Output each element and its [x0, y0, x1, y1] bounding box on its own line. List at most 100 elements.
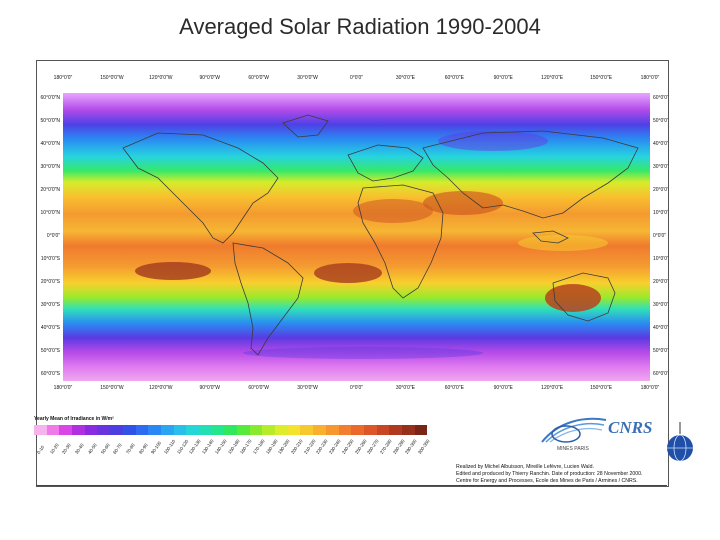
longitude-label: 150°0'0"W: [100, 385, 124, 391]
longitude-label: 60°0'0"E: [445, 75, 465, 81]
asia-outline: [422, 130, 639, 219]
mines-paris-wordmark: MINES PARIS: [557, 446, 589, 452]
legend-swatch: [237, 425, 250, 435]
latitude-label: 0°0'0": [47, 233, 60, 239]
longitude-labels-bottom: 180°0'0" 150°0'0"W 120°0'0"W 90°0'0"W 60°0'0…: [54, 385, 660, 391]
legend-swatch: [224, 425, 237, 435]
legend-swatch: [275, 425, 288, 435]
legend-swatch: [122, 425, 136, 435]
legend-swatch: [287, 425, 301, 435]
longitude-label: 150°0'0"E: [590, 75, 613, 81]
legend-range-label: 220-230: [315, 438, 329, 455]
legend-swatch: [110, 425, 123, 435]
legend-range-label: 170-180: [251, 438, 266, 455]
legend-range-label: 20-30: [61, 442, 73, 455]
longitude-label: 60°0'0"E: [445, 385, 465, 391]
africa-outline: [357, 184, 444, 299]
latitude-label: 20°0'0"S: [653, 279, 668, 285]
hotspot-pacific-east: [135, 262, 211, 280]
latitude-label: 40°0'0"N: [41, 141, 61, 147]
legend-swatch: [351, 425, 364, 435]
legend-swatch: [313, 425, 326, 435]
coastlines: [122, 114, 639, 356]
legend-title: Yearly Mean of Irradiance in W/m²: [34, 416, 114, 422]
legend-range-label: 30-40: [74, 442, 85, 455]
legend-range-label: 270-280: [378, 438, 393, 455]
latitude-label: 30°0'0"N: [41, 164, 61, 170]
credits-authors: Realized by Michel Albuisson, Mireille L…: [456, 464, 594, 470]
legend-range-label: 300-350: [417, 438, 431, 455]
legend-swatch: [34, 425, 47, 435]
legend-swatch: [389, 425, 402, 435]
latitude-label: 10°0'0"N: [41, 210, 61, 216]
legend-range-label: 200-210: [290, 438, 304, 455]
latitude-label: 50°0'0"S: [653, 348, 668, 354]
legend-swatch: [97, 425, 111, 435]
map-figure: 180°0'0" 150°0'0"W 120°0'0"W 90°0'0"W 60°0'0…: [41, 75, 668, 391]
longitude-label: 90°0'0"W: [199, 385, 220, 391]
legend-range-label: 80-90: [137, 442, 149, 455]
greenland-outline: [282, 114, 329, 138]
longitude-label: 180°0'0": [54, 385, 73, 391]
latitude-label: 10°0'0"N: [653, 210, 668, 216]
latitude-labels-right: 60°0'0"N 50°0'0"N 40°0'0"N 30°0'0"N 20°0'0"N…: [653, 95, 668, 377]
mines-paris-logo: [541, 417, 607, 443]
longitude-label: 180°0'0": [641, 385, 660, 391]
legend-swatch: [338, 425, 352, 435]
legend-color-bar: [34, 425, 428, 435]
coolspot-siberia: [438, 131, 548, 151]
south-america-outline: [232, 242, 304, 356]
credits-editor: Edited and produced by Thierry Ranchin. …: [456, 471, 643, 477]
latitude-label: 60°0'0"S: [653, 371, 668, 377]
legend-swatch: [84, 425, 98, 435]
legend-range-label: 90-100: [150, 440, 163, 455]
latitude-label: 30°0'0"N: [653, 164, 668, 170]
legend-range-label: 50-60: [99, 442, 111, 455]
latitude-labels-left: 60°0'0"N 50°0'0"N 40°0'0"N 30°0'0"N 20°0'0"N…: [41, 95, 61, 377]
europe-outline: [347, 144, 424, 182]
legend-range-label: 190-200: [277, 438, 291, 455]
longitude-label: 180°0'0": [641, 75, 660, 81]
latitude-label: 40°0'0"N: [653, 141, 668, 147]
hotspot-arabia: [423, 191, 503, 215]
longitude-labels-top: 180°0'0" 150°0'0"W 120°0'0"W 90°0'0"W 60°0'0…: [54, 75, 660, 81]
latitude-label: 40°0'0"S: [653, 325, 668, 331]
latitude-label: 30°0'0"S: [653, 302, 668, 308]
credits-institution: Centre for Energy and Processes, Ecole d…: [456, 478, 638, 484]
legend-range-label: 60-70: [112, 442, 123, 455]
legend-swatch: [46, 425, 60, 435]
legend-swatch: [59, 425, 73, 435]
legend-range-label: 70-80: [124, 442, 136, 455]
latitude-label: 60°0'0"N: [653, 95, 668, 101]
legend-swatch: [376, 425, 390, 435]
north-america-outline: [122, 132, 279, 244]
legend-range-label: 120-130: [188, 438, 202, 455]
legend-swatch: [211, 425, 225, 435]
latitude-label: 20°0'0"N: [653, 187, 668, 193]
longitude-label: 0°0'0": [350, 385, 363, 391]
legend-swatch: [414, 425, 428, 435]
longitude-label: 180°0'0": [54, 75, 73, 81]
legend-swatch: [300, 425, 314, 435]
latitude-label: 50°0'0"N: [41, 118, 61, 124]
longitude-label: 90°0'0"E: [494, 385, 514, 391]
latitude-label: 60°0'0"S: [41, 371, 61, 377]
legend-range-label: 180-190: [264, 438, 279, 455]
longitude-label: 150°0'0"E: [590, 385, 613, 391]
legend-swatch: [325, 425, 339, 435]
page-title: Averaged Solar Radiation 1990-2004: [179, 14, 541, 39]
latitude-label: 50°0'0"S: [41, 348, 61, 354]
legend-swatch: [160, 425, 174, 435]
longitude-label: 30°0'0"W: [297, 75, 318, 81]
band-southern-ocean: [243, 347, 483, 359]
cnrs-logo: CNRS: [608, 418, 653, 437]
latitude-label: 30°0'0"S: [41, 302, 61, 308]
legend-range-label: 290-300: [404, 438, 418, 455]
legend-range-label: 130-140: [201, 438, 215, 455]
longitude-label: 30°0'0"E: [396, 75, 416, 81]
globe-icon: [667, 422, 693, 462]
longitude-label: 30°0'0"E: [396, 385, 416, 391]
latitude-label: 60°0'0"N: [41, 95, 61, 101]
legend-swatch: [186, 425, 199, 435]
longitude-label: 120°0'0"E: [541, 75, 564, 81]
